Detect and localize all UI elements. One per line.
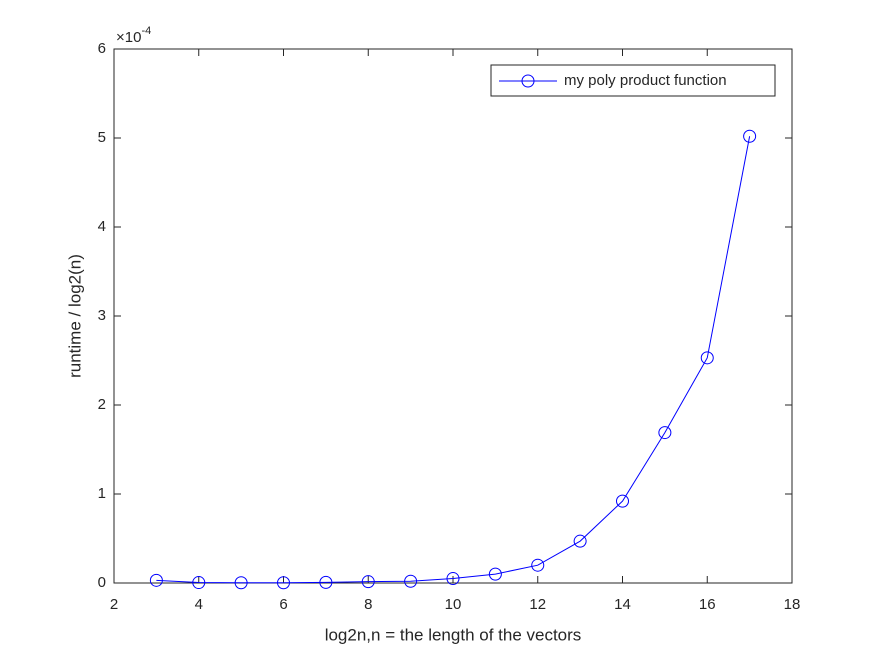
- y-multiplier: ×10-4: [116, 25, 151, 46]
- data-point: [192, 576, 206, 590]
- data-point: [446, 572, 460, 586]
- data-point: [700, 351, 714, 365]
- x-tick-label: 12: [529, 596, 546, 613]
- data-point: [658, 426, 672, 440]
- data-point: [573, 534, 587, 548]
- x-tick-label: 6: [279, 596, 287, 613]
- y-tick-label: 3: [98, 307, 106, 324]
- x-tick-label: 8: [364, 596, 372, 613]
- data-point: [149, 573, 163, 587]
- data-point: [404, 574, 418, 588]
- x-tick-label: 4: [195, 596, 203, 613]
- x-tick-label: 18: [784, 596, 801, 613]
- legend-label: my poly product function: [564, 72, 727, 89]
- y-tick-label: 4: [98, 218, 106, 235]
- data-point: [361, 575, 375, 589]
- data-point: [234, 576, 248, 590]
- data-point: [616, 494, 629, 508]
- data-point: [319, 575, 333, 589]
- legend-marker: [521, 74, 535, 88]
- x-tick-label: 2: [110, 596, 118, 613]
- x-axis-label: log2n,n = the length of the vectors: [325, 625, 582, 644]
- data-point: [277, 576, 290, 590]
- data-point: [531, 558, 545, 572]
- x-tick-label: 16: [699, 596, 716, 613]
- y-tick-label: 1: [98, 485, 106, 502]
- x-tick-label: 10: [445, 596, 462, 613]
- data-point: [743, 129, 757, 143]
- data-point: [488, 567, 502, 581]
- y-tick-label: 2: [98, 396, 106, 413]
- y-multiplier-exponent: -4: [141, 25, 151, 37]
- axes-box: [113, 48, 793, 584]
- x-tick-label: 14: [614, 596, 631, 613]
- y-axis-label: runtime / log2(n): [65, 254, 84, 378]
- y-tick-label: 5: [98, 129, 106, 146]
- data-line: [156, 136, 751, 584]
- y-tick-label: 6: [98, 40, 106, 57]
- y-tick-label: 0: [98, 574, 106, 591]
- y-multiplier-base: ×10: [116, 29, 141, 46]
